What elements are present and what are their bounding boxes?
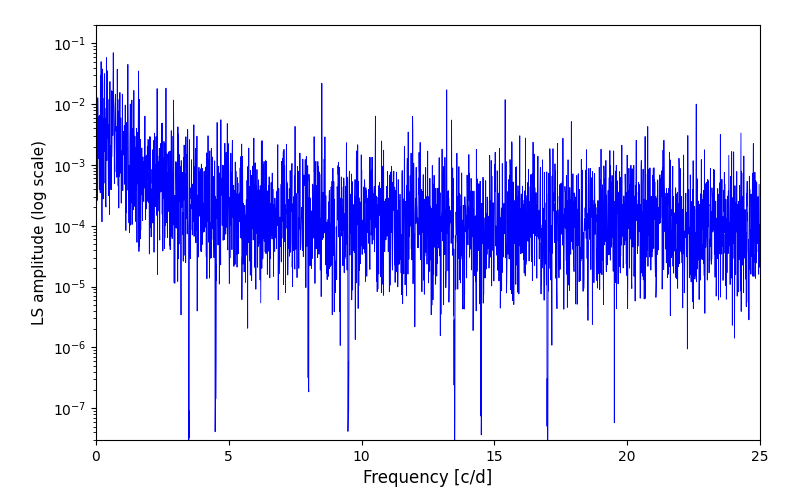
X-axis label: Frequency [c/d]: Frequency [c/d]	[363, 470, 493, 488]
Y-axis label: LS amplitude (log scale): LS amplitude (log scale)	[32, 140, 47, 325]
